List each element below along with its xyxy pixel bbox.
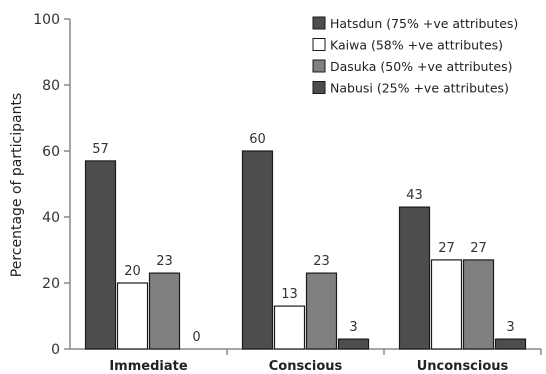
data-label: 13 — [281, 287, 298, 302]
bar — [148, 272, 181, 350]
bars: 57 20 23 0 60 13 23 3 43 27 27 3 — [84, 132, 527, 350]
legend-label: Hatsdun (75% +ve attributes) — [330, 16, 518, 31]
data-label: 3 — [349, 320, 357, 335]
bar — [84, 160, 117, 350]
axes: 0 20 40 60 80 100 Immediate Conscious Unconsciou… — [33, 12, 542, 374]
legend-swatch — [312, 81, 326, 94]
data-label: 20 — [124, 264, 141, 279]
category-label: Conscious — [269, 359, 343, 374]
legend-swatch — [312, 16, 326, 30]
data-label: 0 — [192, 330, 200, 345]
y-tick-label: 80 — [42, 78, 60, 94]
legend-swatch — [312, 38, 326, 51]
bar — [462, 259, 495, 350]
bar — [430, 259, 463, 350]
data-label: 43 — [406, 188, 423, 203]
data-label: 23 — [313, 254, 330, 269]
y-tick-label: 20 — [42, 276, 60, 292]
bar — [494, 338, 527, 350]
y-tick-label: 40 — [42, 210, 60, 226]
bar — [305, 272, 338, 350]
bar — [273, 305, 306, 350]
data-label: 60 — [249, 132, 266, 147]
bar — [337, 338, 370, 350]
data-label: 23 — [156, 254, 173, 269]
legend-label: Kaiwa (58% +ve attributes) — [330, 38, 503, 53]
category-label: Unconscious — [417, 359, 509, 374]
bar — [398, 206, 431, 350]
data-label: 57 — [92, 142, 109, 157]
data-label: 27 — [470, 241, 487, 256]
category-label: Immediate — [109, 359, 187, 374]
legend-label: Nabusi (25% +ve attributes) — [330, 81, 509, 96]
y-tick-label: 60 — [42, 144, 60, 160]
bar — [241, 150, 274, 350]
y-tick-label: 0 — [51, 342, 60, 358]
data-label: 27 — [438, 241, 455, 256]
data-label: 3 — [506, 320, 514, 335]
legend: Hatsdun (75% +ve attributes) Kaiwa (58% +… — [312, 16, 518, 96]
y-axis-title: Percentage of participants — [9, 93, 25, 277]
legend-label: Dasuka (50% +ve attributes) — [330, 59, 512, 74]
bar — [116, 282, 149, 350]
legend-swatch — [312, 59, 326, 73]
y-tick-label: 100 — [33, 12, 60, 28]
